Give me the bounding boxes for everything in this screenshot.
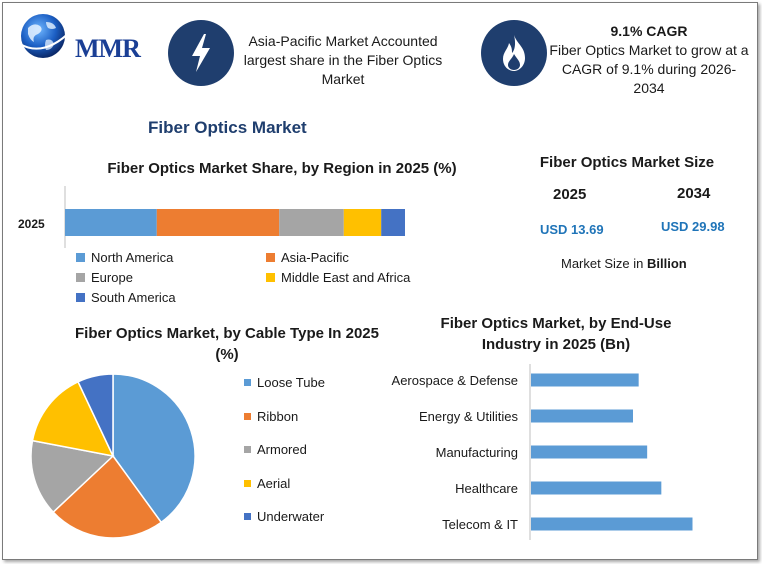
highlight-cagr-text: Fiber Optics Market to grow at a CAGR of… [549,42,749,96]
end-use-bar-manufacturing [531,445,648,459]
cable-legend-item-underwater: Underwater [244,509,324,524]
end-use-label-telecom-it: Telecom & IT [442,517,518,532]
legend-swatch [244,446,251,453]
highlight-asia-pacific-text: Asia-Pacific Market Accounted largest sh… [243,33,443,87]
end-use-label-energy-utilities: Energy & Utilities [419,409,518,424]
legend-label: Middle East and Africa [281,270,411,285]
legend-label: South America [91,290,176,305]
pie-slice-ribbon [52,454,163,539]
region-legend-item-asia-pacific: Asia-Pacific [266,250,349,265]
cable-legend-item-loose-tube: Loose Tube [244,375,325,390]
legend-swatch [76,253,85,262]
lightning-icon-circle [168,20,234,86]
legend-label: Asia-Pacific [281,250,349,265]
pie-slice-aerial [31,380,115,458]
region-bar-middle-east-and-africa [343,209,382,236]
region-bar-group [65,209,405,236]
pie-slice-armored [30,439,115,514]
legend-swatch [266,253,275,262]
flame-icon [503,35,525,71]
market-size-value-2034: USD 29.98 [661,219,725,234]
lightning-icon [192,34,210,72]
region-bar-europe [279,209,344,236]
end-use-bar-energy-utilities [531,409,633,423]
market-size-year-2025: 2025 [553,186,587,203]
legend-label: North America [91,250,174,265]
end-use-bar-group: Aerospace & Defense Energy & Utilities Man… [392,373,693,532]
market-size-note: Market Size in Billion [561,256,687,271]
end-use-label-manufacturing: Manufacturing [436,445,518,460]
end-use-bar-aerospace-defense [531,373,639,387]
end-use-bar-chart: Aerospace & Defense Energy & Utilities Man… [392,364,693,540]
market-size-year-2034: 2034 [677,185,711,202]
legend-swatch [76,273,85,282]
legend-swatch [244,379,251,386]
legend-swatch [266,273,275,282]
pie-slice-loose-tube [112,373,196,524]
region-legend-item-middle-east-and-africa: Middle East and Africa [266,270,410,285]
legend-swatch [244,412,251,420]
legend-label: Ribbon [257,408,299,424]
cable-legend-item-armored: Armored [244,442,307,457]
region-category-label: 2025 [18,217,45,231]
end-use-label-aerospace-defense: Aerospace & Defense [392,373,518,388]
legend-label: Loose Tube [257,375,325,390]
legend-label: Aerial [257,475,291,491]
end-use-chart-title: Fiber Optics Market, by End-Use Industry… [440,315,672,353]
end-use-bar-telecom-it [531,517,693,531]
pie-slice-group [30,373,196,539]
globe-logo-icon [19,14,73,58]
main-title: Fiber Optics Market [148,118,307,137]
region-legend-item-europe: Europe [76,270,133,285]
end-use-bar-healthcare [531,481,662,495]
cable-legend-item-ribbon: Ribbon [244,409,298,424]
legend-label: Underwater [257,509,325,524]
legend-swatch [244,513,251,520]
region-bar-south-america [381,209,405,236]
pie-slice-underwater [77,373,114,457]
market-size-value-2025: USD 13.69 [540,222,604,237]
market-size-note-prefix: Market Size in [561,256,647,271]
region-legend-item-south-america: South America [76,290,176,305]
legend-label: Armored [257,442,307,457]
cable-type-chart-title: Fiber Optics Market, by Cable Type In 20… [75,325,379,363]
market-size-title: Fiber Optics Market Size [539,154,715,171]
legend-label: Europe [91,270,133,285]
cable-type-pie-chart [30,373,196,539]
region-chart-title: Fiber Optics Market Share, by Region in … [107,160,457,177]
legend-swatch [76,293,85,302]
highlight-cagr-title: 9.1% CAGR [610,23,688,39]
region-stacked-bar-chart: 2025 [18,186,405,248]
region-bar-north-america [65,209,157,236]
logo-text: MMR [75,34,141,63]
end-use-label-healthcare: Healthcare [455,481,518,496]
market-size-note-unit: Billion [646,256,687,271]
cable-legend-item-aerial: Aerial [244,476,290,491]
region-bar-asia-pacific [156,209,280,236]
flame-icon-circle [481,20,547,86]
legend-swatch [244,479,251,487]
region-legend-item-north-america: North America [76,250,173,265]
